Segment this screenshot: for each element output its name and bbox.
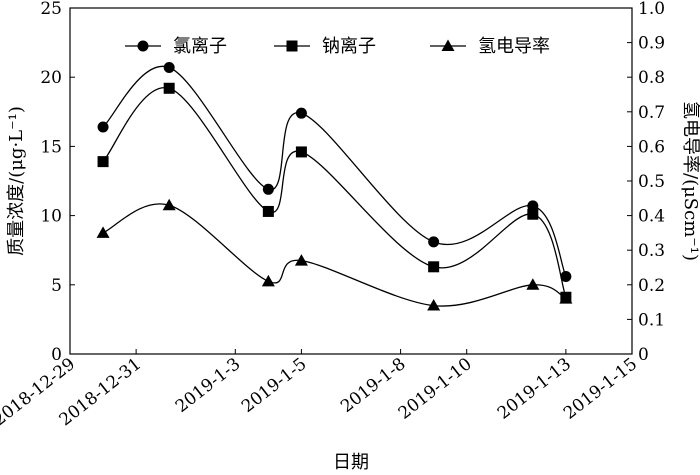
- right-tick-label: 0: [638, 345, 649, 365]
- x-axis-title: 日期: [333, 452, 369, 473]
- data-point-series-2: [295, 146, 307, 158]
- right-tick-label: 0.5: [638, 172, 665, 192]
- x-tick-label: 2019-1-3: [172, 354, 245, 417]
- legend-marker-3: [441, 39, 455, 51]
- x-tick-label: 2019-1-5: [238, 354, 311, 417]
- right-axis-ticks: 0 0.1 0.2 0.3 0.4 0.5 0.6 0.7 0.8 0.9 1.0: [627, 0, 665, 365]
- series-lines: [102, 65, 567, 307]
- plot-frame: [69, 7, 633, 355]
- right-tick-label: 0.1: [638, 310, 665, 330]
- data-point-series-3: [526, 278, 540, 290]
- left-axis-title: 质量浓度/(μg·L⁻¹): [6, 106, 27, 256]
- data-point-series-3: [96, 226, 110, 238]
- series-line-3: [102, 203, 567, 307]
- left-tick-label: 20: [40, 68, 62, 88]
- series-line-1: [102, 65, 567, 277]
- data-point-series-2: [428, 261, 440, 273]
- left-tick-label: 0: [51, 345, 62, 365]
- right-tick-label: 0.2: [638, 276, 665, 296]
- right-tick-label: 0.7: [638, 103, 665, 123]
- data-point-series-1: [527, 200, 539, 212]
- data-point-series-2: [262, 205, 274, 217]
- data-point-series-2: [97, 156, 109, 168]
- axes: [69, 7, 633, 355]
- data-point-series-3: [427, 299, 441, 311]
- x-tick-label: 2019-1-13: [494, 354, 575, 423]
- legend-marker-2: [286, 40, 298, 52]
- data-point-series-1: [163, 62, 175, 74]
- right-tick-label: 0.6: [638, 137, 665, 157]
- legend-label-3: 氢电导率: [478, 36, 550, 57]
- data-point-series-1: [262, 183, 274, 195]
- legend: 氯离子 钠离子 氢电导率: [125, 36, 550, 57]
- data-point-series-3: [559, 292, 573, 304]
- left-tick-label: 10: [40, 207, 62, 227]
- right-tick-label: 0.4: [638, 207, 665, 227]
- data-point-series-1: [295, 107, 307, 119]
- left-tick-label: 5: [51, 276, 62, 296]
- legend-label-2: 钠离子: [322, 36, 376, 57]
- legend-marker-1: [137, 40, 149, 52]
- right-tick-label: 0.3: [638, 241, 665, 261]
- legend-label-1: 氯离子: [173, 36, 227, 57]
- series-line-2: [102, 87, 567, 298]
- left-axis-ticks: 0 5 10 15 20 25: [40, 0, 75, 365]
- right-tick-label: 0.8: [638, 68, 665, 88]
- data-point-series-1: [428, 236, 440, 248]
- data-point-series-1: [560, 270, 572, 282]
- series-markers: [96, 62, 573, 311]
- data-point-series-2: [163, 82, 175, 94]
- right-axis-title: 氢电导率/(μScm⁻¹): [680, 101, 700, 261]
- data-point-series-1: [97, 121, 109, 133]
- right-tick-label: 1.0: [638, 0, 665, 19]
- left-tick-label: 25: [40, 0, 62, 19]
- right-tick-label: 0.9: [638, 34, 665, 54]
- x-tick-label: 2019-1-10: [395, 354, 476, 423]
- data-point-series-3: [261, 274, 275, 287]
- data-point-series-3: [294, 254, 308, 266]
- data-point-series-3: [162, 198, 176, 211]
- x-tick-label: 2019-1-15: [560, 354, 641, 423]
- data-point-series-2: [527, 208, 539, 220]
- left-tick-label: 15: [40, 137, 62, 157]
